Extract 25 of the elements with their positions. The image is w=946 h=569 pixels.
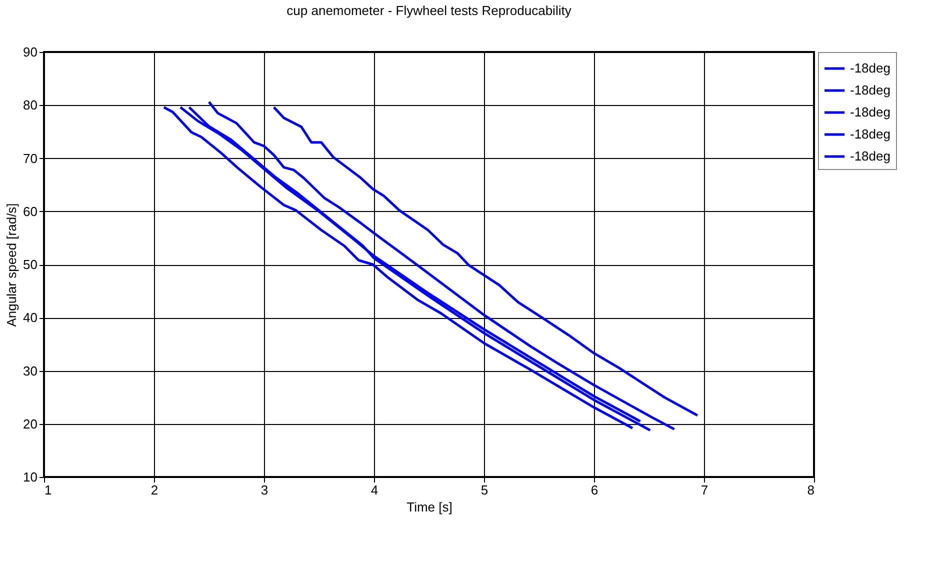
x-tick-label: 7 <box>700 482 708 498</box>
y-tick-label: 20 <box>23 416 38 432</box>
legend-label: -18deg <box>850 126 890 142</box>
x-tick-label: 3 <box>260 482 268 498</box>
legend-label: -18deg <box>850 82 890 98</box>
y-tick-label: 50 <box>23 257 38 272</box>
y-tick-label: 90 <box>23 44 38 60</box>
y-axis-title: Angular speed [rad/s] <box>4 203 20 327</box>
legend-label: -18deg <box>850 104 890 120</box>
y-tick-label: 70 <box>23 150 38 166</box>
y-tick-label: 60 <box>23 204 38 219</box>
x-tick-label: 4 <box>370 482 378 498</box>
y-tick-label: 40 <box>23 310 38 326</box>
legend-label: -18deg <box>850 148 890 164</box>
y-tick-label: 30 <box>23 363 38 378</box>
chart-title: cup anemometer - Flywheel tests Reproducability <box>286 3 572 18</box>
x-tick-label: 8 <box>807 482 814 498</box>
legend-label: -18deg <box>850 60 890 76</box>
x-tick-label: 5 <box>480 482 488 498</box>
x-tick-label: 2 <box>150 482 158 498</box>
x-tick-label: 1 <box>44 482 52 498</box>
y-tick-label: 80 <box>23 98 38 113</box>
x-axis-title: Time [s] <box>406 500 452 514</box>
y-tick-label: 10 <box>23 470 38 484</box>
x-tick-label: 6 <box>590 482 598 498</box>
